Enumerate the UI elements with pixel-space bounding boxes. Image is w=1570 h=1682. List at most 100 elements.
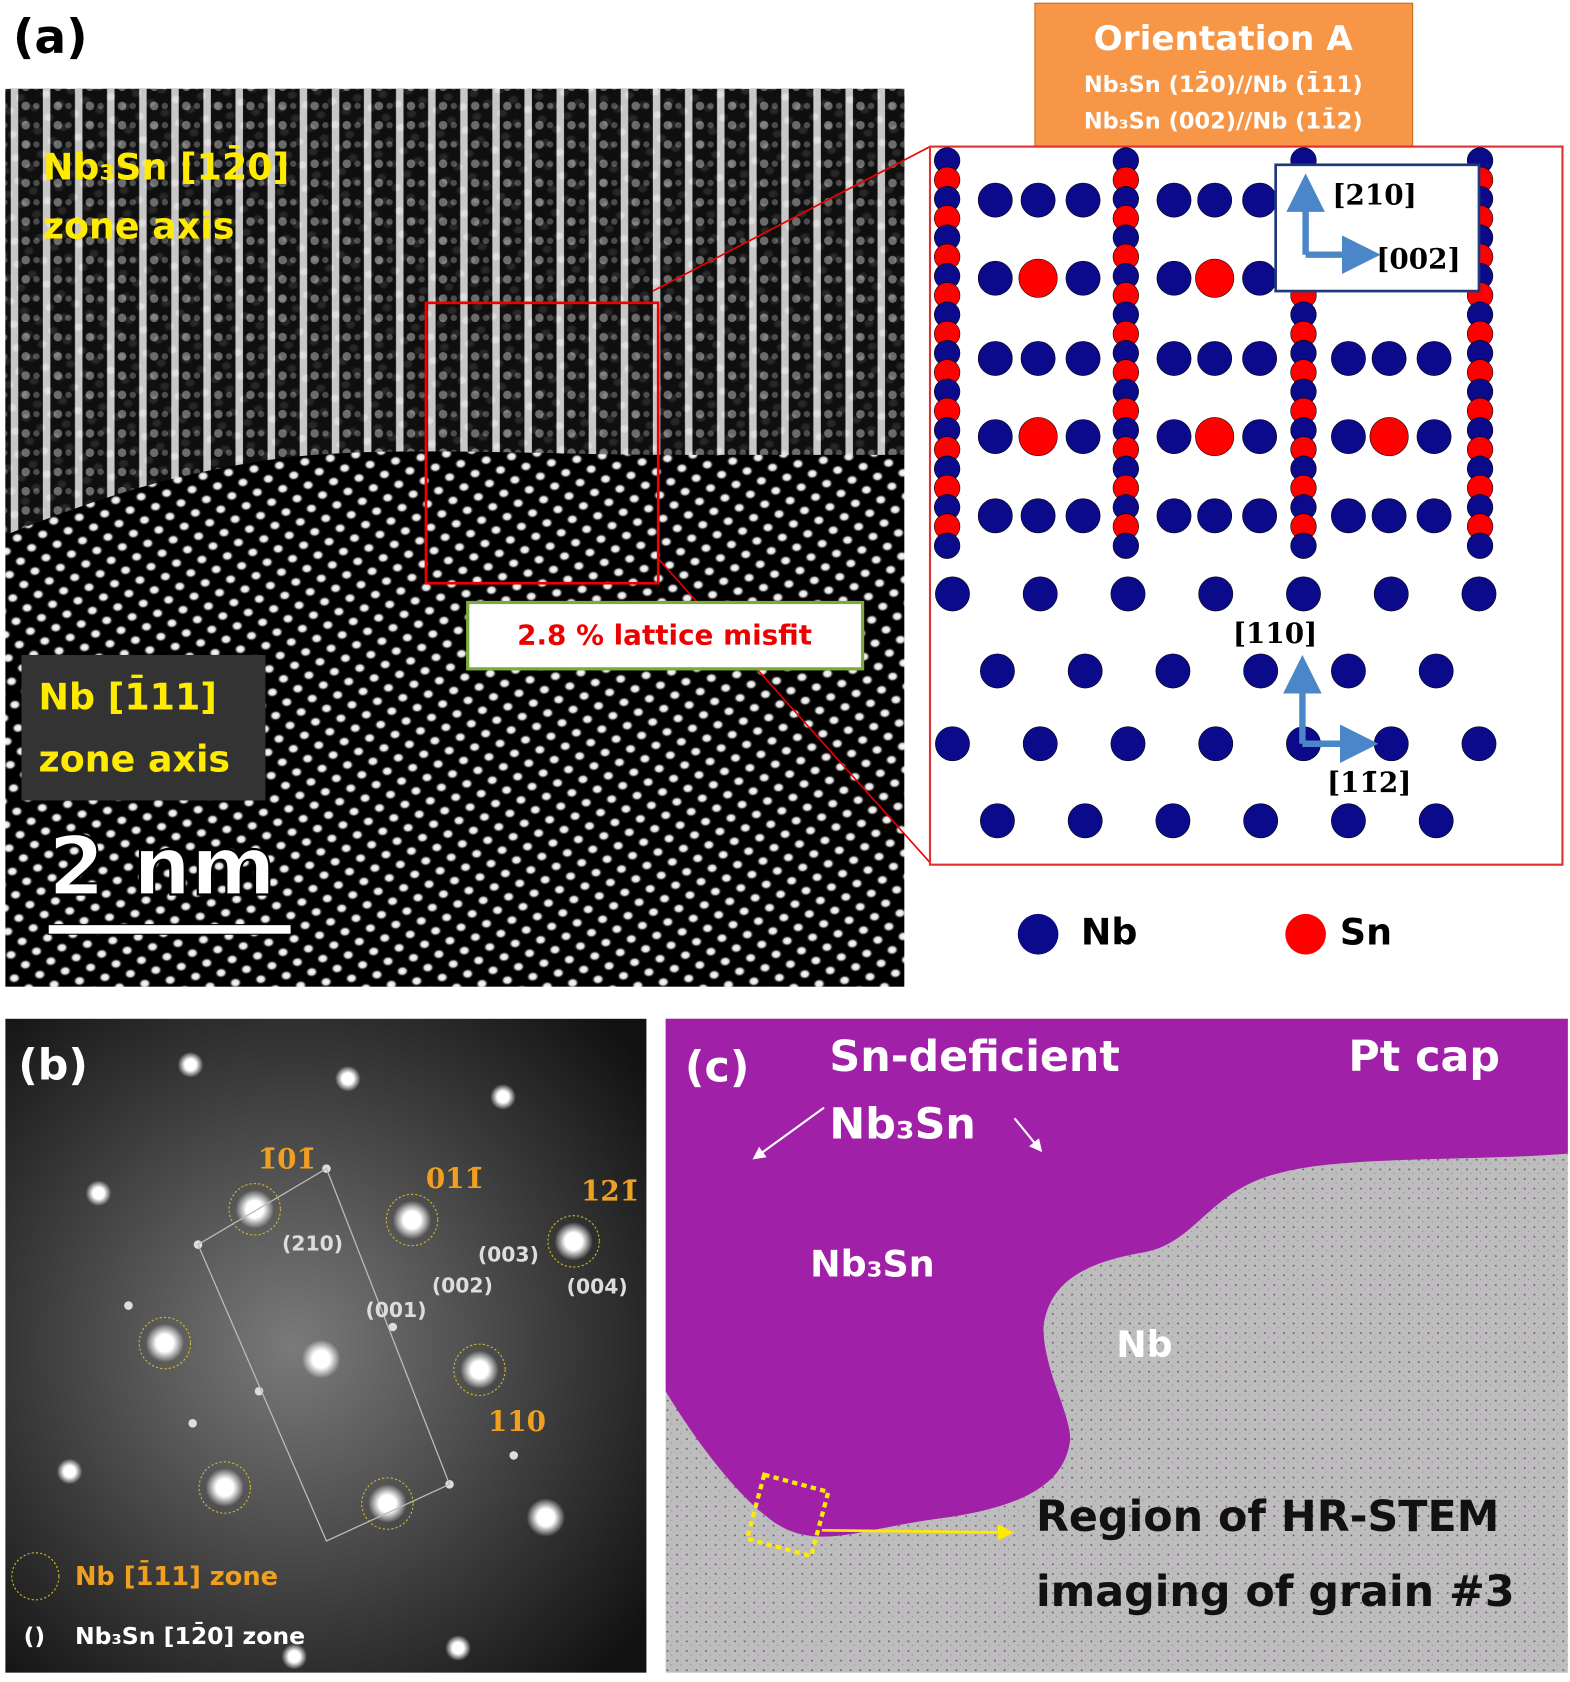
atom: [1156, 341, 1192, 376]
atom: [1331, 498, 1366, 534]
atom: [1065, 341, 1101, 376]
atom: [1018, 417, 1058, 457]
atom: [977, 498, 1013, 534]
legend-label: Sn: [1340, 911, 1392, 954]
spots: [56, 1051, 600, 1670]
atom: [1155, 653, 1191, 689]
atom: [1022, 726, 1058, 762]
atom: [1020, 182, 1056, 218]
weak-spot: [188, 1419, 197, 1428]
legend-circle: [11, 1552, 60, 1601]
atom: [1243, 803, 1279, 839]
atom: [1156, 419, 1192, 455]
nb3sn-region: [5, 88, 905, 536]
atom: [1331, 653, 1366, 689]
atom: [1022, 576, 1058, 612]
atom: [1112, 532, 1139, 559]
zone-circle: [453, 1343, 506, 1397]
zone-circle: [138, 1316, 192, 1370]
legend-nb: [1017, 913, 1059, 955]
spot-label: 1̄01̄: [258, 1143, 316, 1176]
atom: [1371, 341, 1407, 376]
atom: [1286, 576, 1321, 612]
zone-circle: [547, 1215, 600, 1268]
atom: [1416, 341, 1452, 376]
spot-label: 121̄: [581, 1175, 639, 1208]
spot: [490, 1084, 516, 1110]
atom: [1156, 182, 1192, 218]
atom: [1065, 498, 1101, 534]
atom: [934, 532, 961, 559]
atom: [1156, 260, 1192, 296]
spot-label: (002): [432, 1273, 493, 1297]
spot-label: (004): [567, 1274, 628, 1298]
direction-label: [210]: [1332, 178, 1416, 211]
map-label: Pt cap: [1348, 1032, 1500, 1082]
atom: [1020, 498, 1056, 534]
atom: [1195, 417, 1235, 457]
orientation-line: Nb₃Sn (002)//Nb (11̄2): [1084, 105, 1363, 134]
atom: [1242, 419, 1278, 455]
direction-label: [110]: [1233, 617, 1317, 650]
scale-bar: [47, 924, 292, 935]
map-label: Sn-deficient: [829, 1032, 1119, 1082]
atom: [1198, 726, 1234, 762]
atom: [1156, 498, 1192, 534]
unit-cell: [197, 1167, 451, 1542]
spot: [281, 1643, 308, 1670]
map-label: Nb: [1116, 1323, 1172, 1366]
spot: [335, 1065, 361, 1092]
atom: [1461, 726, 1497, 762]
atom: [1418, 803, 1454, 839]
direction-label: [002]: [1376, 243, 1460, 276]
atom: [1197, 182, 1233, 218]
weak-spot: [388, 1322, 398, 1332]
nb3sn-region: [665, 1018, 1568, 1537]
atom: [1418, 653, 1454, 689]
atom: [1020, 341, 1056, 376]
atom: [1461, 576, 1497, 612]
atom: [1065, 260, 1101, 296]
zone-circle: [198, 1461, 251, 1514]
spot: [85, 1180, 112, 1207]
arrow: [752, 1106, 825, 1160]
panel-label: (a): [13, 10, 88, 65]
spot: [526, 1498, 566, 1537]
atom: [980, 803, 1015, 839]
legend-label: (): [24, 1622, 46, 1650]
map-label: Nb₃Sn: [810, 1242, 935, 1285]
atom: [1065, 182, 1101, 218]
spot: [554, 1222, 593, 1261]
zone-circle: [228, 1183, 281, 1236]
atom: [1290, 532, 1317, 559]
atom: [1331, 341, 1366, 376]
atom: [1195, 258, 1235, 298]
misfit-box: [466, 600, 865, 671]
atom: [1371, 498, 1407, 534]
arrow: [1013, 1117, 1043, 1153]
atom: [980, 653, 1015, 689]
atom: [935, 576, 970, 612]
legend-label: Nb₃Sn [12̄0] zone: [75, 1621, 305, 1650]
spot: [56, 1458, 83, 1485]
atom: [1197, 341, 1233, 376]
zone-label: Nb [1̄11]: [39, 674, 217, 719]
panel-label: (c): [685, 1043, 750, 1093]
atom: [1373, 576, 1409, 612]
zone-box: [21, 654, 266, 801]
panel-label: (b): [18, 1041, 88, 1091]
atom: [1331, 419, 1366, 455]
orientation-title: Orientation A: [1094, 19, 1354, 59]
atom: [977, 341, 1013, 376]
atom: [1242, 498, 1278, 534]
spot-label: 011̄: [426, 1162, 484, 1195]
atom: [977, 182, 1013, 218]
spot: [445, 1635, 471, 1661]
atom: [1242, 260, 1278, 296]
spot-label: 110: [488, 1405, 546, 1438]
zone-label: zone axis: [43, 204, 235, 247]
weak-spot: [509, 1451, 518, 1460]
spot: [235, 1190, 275, 1229]
zoom-box: [424, 301, 660, 585]
spot: [392, 1200, 432, 1240]
